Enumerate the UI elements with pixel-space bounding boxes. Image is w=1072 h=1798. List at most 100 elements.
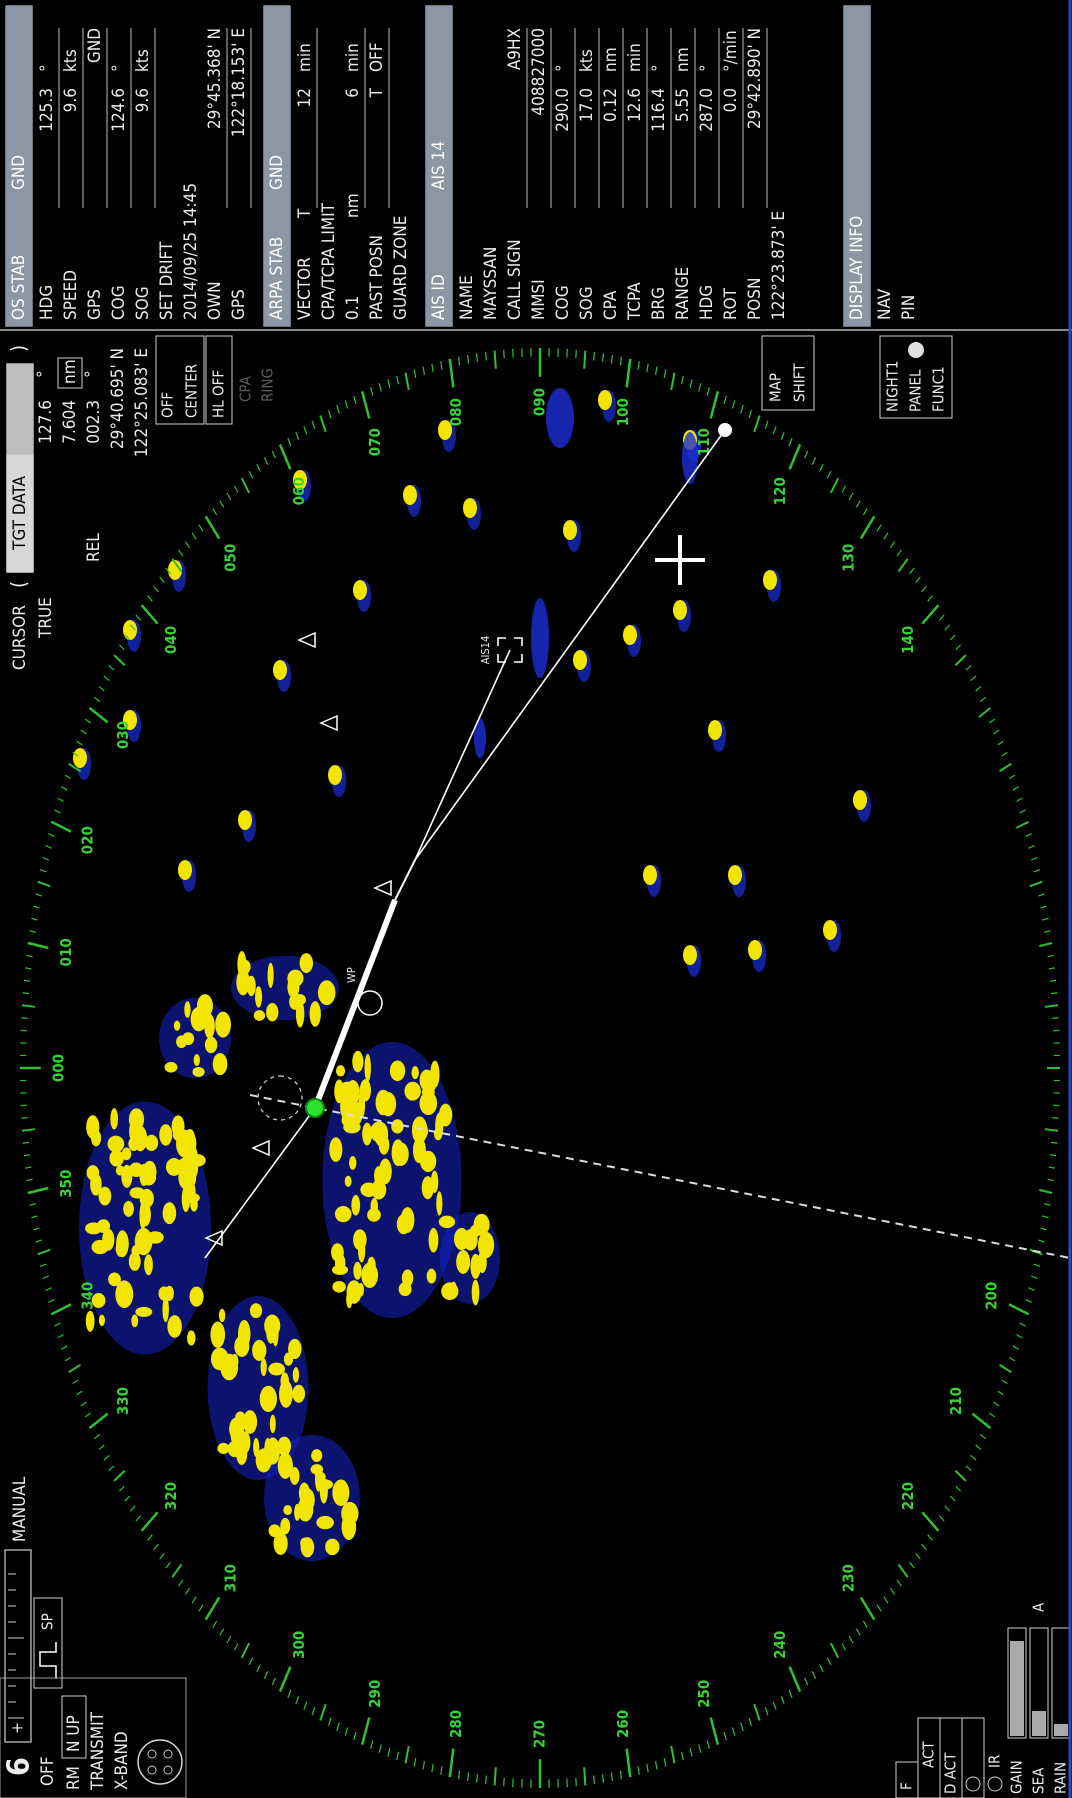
echo [215,1011,231,1038]
minor-tick [993,1401,1000,1407]
bearing-label: 300 [290,1631,308,1659]
minor-tick [76,1390,83,1396]
echo [418,1123,429,1139]
minor-tick [975,686,982,692]
minor-tick [706,387,710,396]
bearing-tick [921,604,940,625]
key-label[interactable]: D ACT [942,1752,960,1794]
echo [236,969,250,996]
button-label[interactable]: PANEL [907,369,925,412]
button-label[interactable]: OFF [159,392,177,418]
panel-value: 12 [295,88,315,107]
minor-tick [458,356,461,366]
minor-tick [663,1758,667,1767]
minor-tick [191,532,197,540]
button-label[interactable]: MAP [767,373,785,402]
panel-text: PIN [899,295,919,320]
unit: ° [34,370,54,378]
panel-unit: min [625,43,645,72]
minor-tick [31,917,38,921]
mode[interactable]: OFF [38,1756,58,1786]
echo [265,1437,280,1465]
echo [165,1158,183,1176]
button-label[interactable]: CENTER [183,364,201,418]
echo [273,1531,288,1556]
panel-label: SOG [577,286,597,320]
echo [334,1079,345,1104]
panel-header [843,5,871,327]
echo [283,1352,294,1366]
tune-mode[interactable]: MANUAL [10,1476,30,1542]
minor-tick [76,740,83,746]
echo [189,1286,204,1307]
echo-trail [474,718,486,758]
minor-tick [723,395,727,405]
minor-tick [33,905,40,909]
control-label[interactable]: SEA [1030,1767,1048,1794]
key-label[interactable]: IR [986,1755,1004,1768]
echo [332,1479,350,1506]
minor-tick [113,654,126,667]
status[interactable]: TRANSMIT [88,1711,108,1791]
paren: ( [7,581,31,588]
minor-tick [897,1563,909,1578]
panel-header [5,5,33,327]
panel-value: 287.0 [697,88,717,132]
echo [184,1001,191,1018]
control-label[interactable]: RAIN [1052,1762,1070,1794]
minor-tick [219,1628,225,1636]
echo [400,1207,415,1233]
antenna-dot [147,1749,157,1759]
echo [187,1330,196,1346]
echo [280,1372,290,1391]
minor-tick [681,375,684,385]
echo [159,1124,173,1146]
minor-tick [1029,880,1043,888]
minor-tick [1031,1275,1038,1280]
panel-unit: OFF [367,42,387,72]
panel-unit: min [295,43,315,72]
key-label[interactable]: ACT [920,1741,938,1768]
panel-text: NAV [875,288,895,320]
status-frame [0,1677,187,1798]
echo [348,1101,363,1126]
echo [190,1198,198,1212]
button[interactable] [761,335,815,411]
antenna-dot [163,1749,173,1759]
minor-tick [876,524,882,532]
button-label[interactable]: NIGHT1 [884,360,902,412]
bearing-tick [50,1303,72,1316]
control-label[interactable]: GAIN [1008,1760,1026,1794]
button-label[interactable]: FUNC1 [930,366,948,412]
pulse-icon [39,1642,57,1678]
button-label[interactable]: HL OFF [210,370,228,418]
minor-tick [1019,809,1026,814]
orientation[interactable]: N UP [64,1715,84,1752]
minor-tick [124,634,131,641]
cursor-tab-label[interactable]: TGT DATA [10,476,30,551]
minor-tick [271,450,276,459]
button[interactable] [155,335,205,425]
key-label[interactable]: F [898,1782,916,1790]
range[interactable]: 6 [2,1757,37,1776]
button-label[interactable]: SHIFT [791,363,809,402]
minor-tick [944,624,951,631]
button[interactable] [205,335,233,425]
motion[interactable]: RM [64,1766,84,1790]
antenna-dot [163,1765,173,1775]
panel-unit: ° [697,64,717,72]
minor-tick [476,1774,478,1783]
minor-tick [271,1677,276,1686]
minor-tick [129,624,136,631]
minor-tick [826,1657,832,1666]
minor-tick [698,383,702,392]
minor-tick [21,1128,36,1132]
echo [361,1262,379,1288]
route-end [718,423,732,437]
echo [289,993,302,1010]
plus-button[interactable]: + [8,1722,27,1734]
bearing-tick [709,1717,720,1745]
minor-tick [404,372,410,391]
echo [316,1515,334,1530]
